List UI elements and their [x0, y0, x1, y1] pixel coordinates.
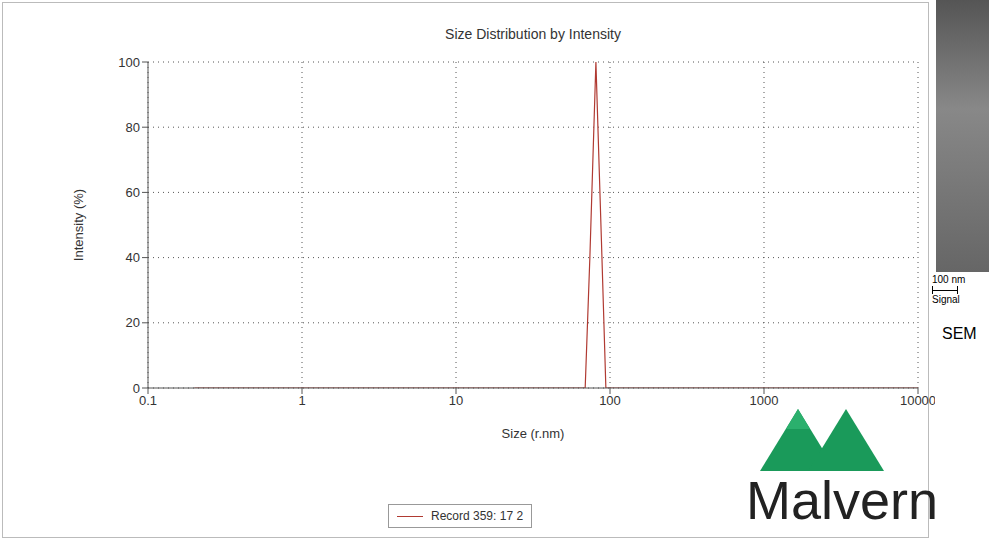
html-text:Signal: Signal [932, 294, 960, 305]
svg-text:40: 40 [126, 250, 140, 265]
svg-text:100: 100 [599, 393, 621, 408]
svg-text:20: 20 [126, 315, 140, 330]
svg-text:Size (r.nm): Size (r.nm) [502, 426, 565, 441]
svg-text:100: 100 [118, 55, 140, 70]
html-text:100 nm: 100 nm [932, 274, 966, 285]
html-text:SEM: SEM [942, 325, 977, 342]
html-text:Malvern: Malvern [746, 470, 939, 530]
html-text:Size Distribution by Intensity: Size Distribution by Intensity [445, 26, 621, 42]
svg-text:0: 0 [133, 381, 140, 396]
svg-text:10000: 10000 [900, 393, 935, 408]
svg-text:10: 10 [449, 393, 463, 408]
svg-text:0.1: 0.1 [139, 393, 157, 408]
svg-text:Intensity (%): Intensity (%) [71, 189, 86, 261]
html-text:Record 359: 17 2: Record 359: 17 2 [431, 509, 524, 523]
svg-text:60: 60 [126, 185, 140, 200]
svg-text:1: 1 [298, 393, 305, 408]
svg-text:80: 80 [126, 120, 140, 135]
svg-text:1000: 1000 [750, 393, 779, 408]
